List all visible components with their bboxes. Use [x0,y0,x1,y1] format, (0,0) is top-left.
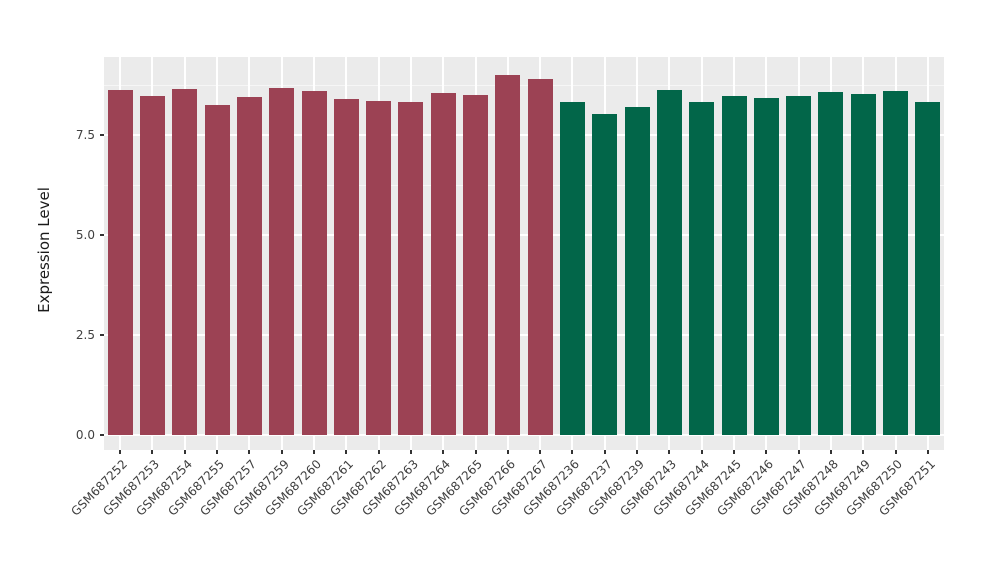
x-tick-mark [313,450,315,454]
x-tick-mark [151,450,154,454]
bar-GSM687250 [883,91,909,435]
bar-GSM687246 [753,98,779,435]
x-tick-mark [862,450,865,454]
bar-GSM687245 [721,95,747,435]
major-gridline [104,434,944,436]
x-tick-mark [280,450,283,454]
bar-GSM687265 [463,95,489,435]
bar-GSM687251 [915,101,941,435]
x-tick-mark [926,450,929,454]
bar-GSM687254 [172,88,198,435]
y-axis-title: Expression Level [35,187,53,313]
bar-GSM687253 [139,95,165,435]
minor-gridline [104,184,944,186]
major-gridline [104,334,944,336]
bar-GSM687261 [333,99,359,435]
x-tick-mark [216,450,219,454]
y-tick-label: 0.0 [75,428,95,442]
y-tick-label: 7.5 [75,128,95,142]
bar-GSM687262 [366,101,392,435]
x-tick-mark [506,450,509,454]
x-tick-mark [474,450,477,454]
x-tick-mark [894,450,897,454]
bar-GSM687260 [301,91,327,435]
y-tick-mark [100,234,104,236]
bar-GSM687249 [850,94,876,435]
x-tick-mark [571,450,574,454]
x-tick-mark [119,450,122,454]
bar-GSM687236 [559,101,585,435]
x-tick-mark [248,450,251,454]
x-tick-mark [345,450,348,454]
x-tick-mark [829,450,832,454]
bar-GSM687264 [430,92,456,435]
bar-GSM687237 [592,114,618,435]
x-tick-mark [377,450,380,454]
y-tick-mark [100,134,104,136]
minor-gridline [104,384,944,386]
x-tick-mark [539,450,542,454]
bar-GSM687239 [624,106,650,435]
bar-GSM687248 [818,92,844,435]
x-tick-mark [668,450,671,454]
bar-GSM687255 [204,104,230,435]
y-tick-label: 5.0 [75,228,95,242]
minor-gridline [104,284,944,286]
x-tick-mark [603,450,606,454]
x-tick-mark [183,450,186,454]
minor-gridline [104,84,944,86]
bar-GSM687259 [269,88,295,435]
bar-GSM687267 [527,79,553,435]
y-tick-mark [100,334,104,336]
bar-GSM687266 [495,75,521,435]
plot-panel [104,57,944,450]
bar-GSM687247 [786,95,812,435]
x-tick-mark [409,450,412,454]
y-tick-label: 2.5 [75,328,95,342]
x-tick-mark [700,450,703,454]
x-tick-mark [636,450,639,454]
x-tick-mark [442,450,445,454]
bar-GSM687257 [236,97,262,435]
bar-GSM687252 [107,89,133,435]
bar-GSM687244 [689,101,715,435]
bar-GSM687243 [656,89,682,435]
major-gridline [104,134,944,136]
major-gridline [104,234,944,236]
x-tick-mark [797,450,800,454]
y-tick-mark [100,434,104,436]
bar-GSM687263 [398,101,424,435]
x-tick-mark [733,450,735,454]
x-tick-mark [765,450,768,454]
